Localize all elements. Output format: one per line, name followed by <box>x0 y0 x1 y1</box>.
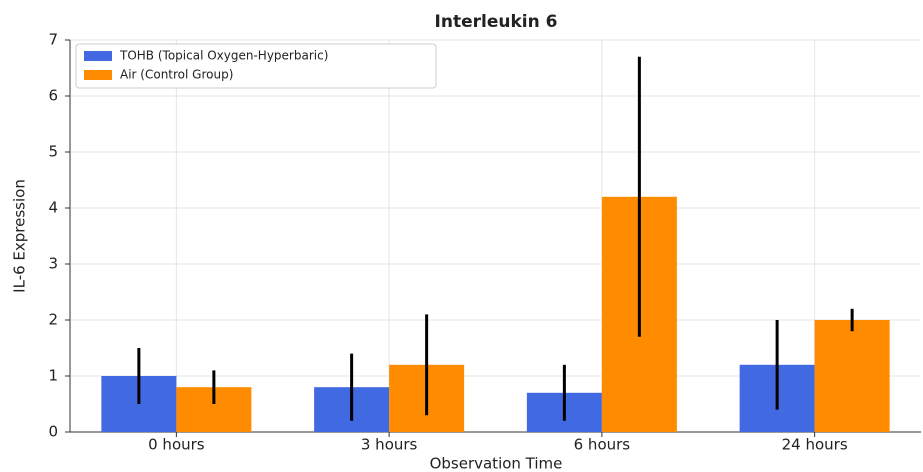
x-tick-label: 6 hours <box>574 436 631 454</box>
x-tick-label: 24 hours <box>782 436 848 454</box>
legend: TOHB (Topical Oxygen-Hyperbaric) Air (Con… <box>75 43 437 89</box>
y-tick-label: 0 <box>48 423 58 441</box>
legend-swatch <box>84 51 112 61</box>
x-tick-label: 3 hours <box>361 436 418 454</box>
y-tick-label: 3 <box>48 255 58 273</box>
y-tick-label: 6 <box>48 87 58 105</box>
legend-swatch <box>84 70 112 80</box>
y-tick-label: 2 <box>48 311 58 329</box>
legend-box <box>75 43 437 89</box>
x-axis-label: Observation Time <box>430 455 563 472</box>
chart-title: Interleukin 6 <box>435 12 558 32</box>
legend-label: TOHB (Topical Oxygen-Hyperbaric) <box>119 49 328 63</box>
y-tick-label: 7 <box>48 31 58 49</box>
bar <box>814 320 890 432</box>
y-axis-label: IL-6 Expression <box>11 179 29 293</box>
y-tick-label: 1 <box>48 367 58 385</box>
x-tick-label: 0 hours <box>148 436 205 454</box>
y-tick-label: 4 <box>48 199 58 217</box>
legend-label: Air (Control Group) <box>120 68 233 82</box>
y-tick-label: 5 <box>48 143 58 161</box>
